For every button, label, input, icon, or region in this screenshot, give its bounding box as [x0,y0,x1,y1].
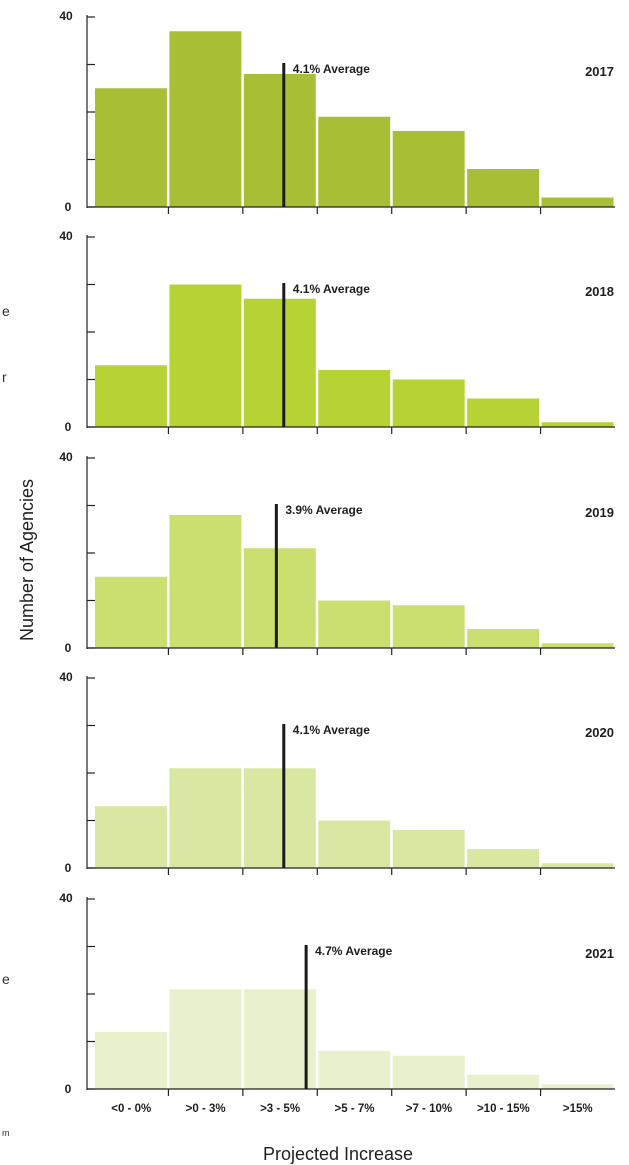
bar-2019-2 [169,515,242,648]
panel-year-label: 2021 [585,946,614,961]
category-label: <0 - 0% [111,1103,151,1115]
bar-2021-1 [95,1032,167,1089]
y-tick-label: 40 [59,450,73,464]
y-tick-label: 40 [59,670,73,684]
y-tick-label: 0 [65,861,72,875]
bar-2021-4 [318,1051,391,1089]
category-label: >5 - 7% [335,1103,375,1115]
y-axis-title: Number of Agencies [17,479,37,641]
cropped-text-fragment: m [2,1128,10,1138]
y-tick-label: 40 [59,891,73,905]
y-tick-label: 0 [65,1082,72,1096]
bar-2017-4 [318,116,391,207]
bar-2019-4 [318,600,391,648]
bar-2020-5 [392,830,465,868]
bar-2017-3 [243,74,316,207]
category-label: >10 - 15% [477,1103,530,1115]
bar-2018-6 [467,398,540,427]
bar-2019-1 [95,576,167,648]
y-tick-label: 40 [59,9,73,23]
panel-year-label: 2019 [585,505,614,520]
panel-year-label: 2017 [585,64,614,79]
average-label: 4.7% Average [315,944,392,958]
bar-2017-2 [169,31,242,207]
bar-2017-1 [95,88,167,207]
bar-2018-5 [392,379,465,427]
bar-2020-7 [541,863,614,868]
bar-2021-7 [541,1084,614,1089]
bar-2020-1 [95,806,167,868]
cropped-text-fragment: e [2,303,10,319]
bar-2019-3 [243,548,316,648]
bar-2017-5 [392,131,465,207]
y-tick-label: 0 [65,641,72,655]
panels-group: 0 40 2017 4.1% Average 0 40 2018 4.1% Average 0 4… [59,9,615,1096]
bar-2017-6 [467,169,540,207]
bar-2018-2 [169,284,242,427]
bar-2019-6 [467,629,540,648]
average-label: 3.9% Average [285,503,362,517]
bar-2019-5 [392,605,465,648]
panel-2020: 0 40 2020 4.1% Average [59,670,615,875]
category-label: >7 - 10% [406,1103,452,1115]
category-label: >0 - 3% [186,1103,226,1115]
average-label: 4.1% Average [293,282,370,296]
bar-2018-4 [318,370,391,427]
y-tick-label: 0 [65,420,72,434]
panel-year-label: 2020 [585,725,614,740]
average-label: 4.1% Average [293,723,370,737]
panel-2021: 0 40 2021 4.7% Average [59,891,615,1096]
category-label: >3 - 5% [260,1103,300,1115]
bar-2018-3 [243,298,316,427]
bar-2020-4 [318,820,391,868]
bar-2018-1 [95,365,167,427]
panel-2019: 0 40 2019 3.9% Average [59,450,615,655]
category-labels: <0 - 0% >0 - 3% >3 - 5% >5 - 7% >7 - 10% >10 … [111,1103,592,1115]
bar-2018-7 [541,422,614,427]
cropped-text-fragment: r [2,369,7,385]
y-tick-label: 0 [65,200,72,214]
cropped-text-fragment: e [2,971,10,987]
bar-2020-2 [169,768,242,868]
bar-2020-6 [467,849,540,868]
bar-2021-2 [169,989,242,1089]
bar-2021-5 [392,1055,465,1089]
bar-2017-7 [541,197,614,207]
x-axis-title: Projected Increase [263,1144,413,1164]
category-label: >15% [563,1103,593,1115]
bar-2021-6 [467,1074,540,1089]
average-label: 4.1% Average [293,62,370,76]
panel-2018: 0 40 2018 4.1% Average [59,229,615,434]
bar-2020-3 [243,768,316,868]
bar-2021-3 [243,989,316,1089]
panel-year-label: 2018 [585,284,614,299]
bar-2019-7 [541,643,614,648]
y-tick-label: 40 [59,229,73,243]
panel-2017: 0 40 2017 4.1% Average [59,9,615,214]
